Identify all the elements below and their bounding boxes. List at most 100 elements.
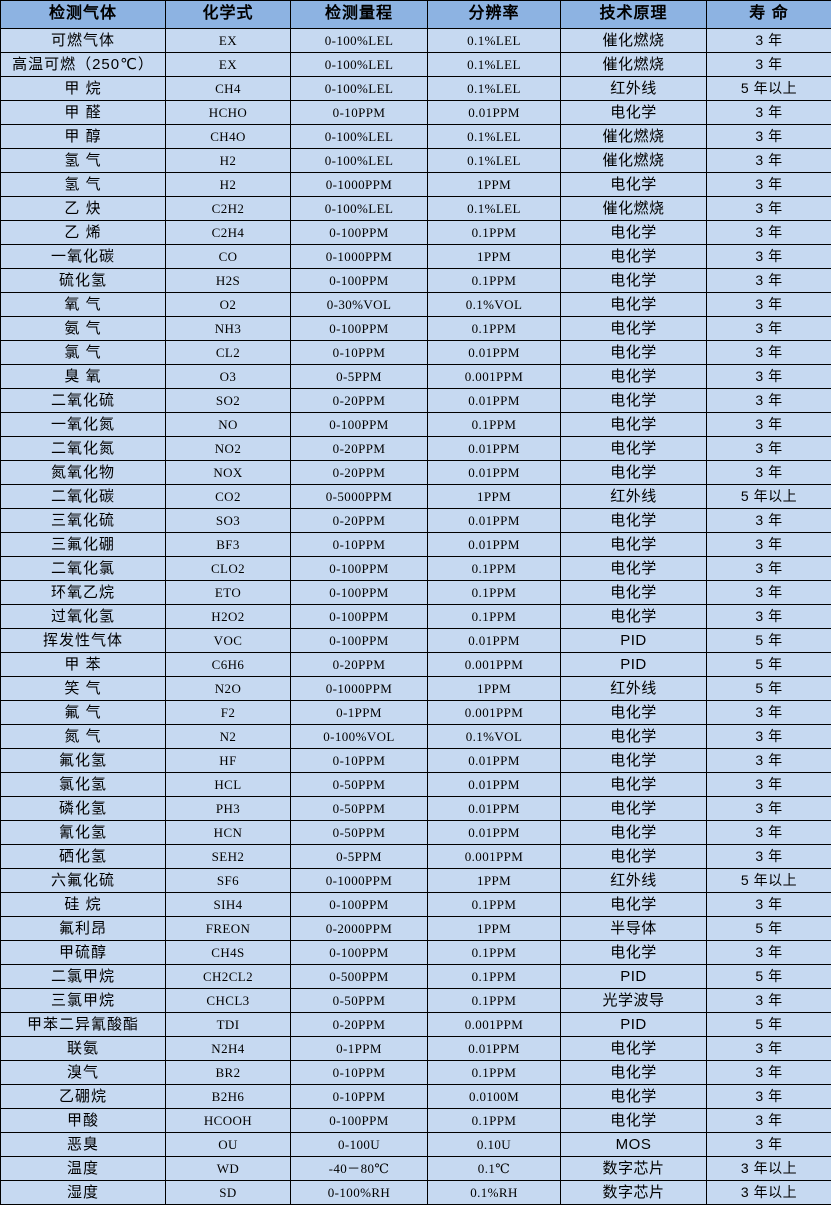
cell-range: 0-10PPM — [291, 533, 428, 557]
cell-tech: 电化学 — [561, 173, 707, 197]
cell-tech: 电化学 — [561, 341, 707, 365]
cell-tech: 电化学 — [561, 461, 707, 485]
cell-range: 0-1000PPM — [291, 245, 428, 269]
cell-tech: 电化学 — [561, 365, 707, 389]
cell-range: 0-20PPM — [291, 509, 428, 533]
cell-life: 3 年 — [707, 797, 831, 821]
cell-range: 0-5PPM — [291, 845, 428, 869]
cell-res: 0.10U — [428, 1133, 561, 1157]
cell-range: 0-10PPM — [291, 1085, 428, 1109]
cell-range: 0-20PPM — [291, 389, 428, 413]
cell-res: 0.1%RH — [428, 1181, 561, 1205]
cell-gas: 乙 烯 — [1, 221, 166, 245]
cell-gas: 硅 烷 — [1, 893, 166, 917]
cell-res: 0.0100M — [428, 1085, 561, 1109]
cell-gas: 三氧化硫 — [1, 509, 166, 533]
cell-range: 0-1000PPM — [291, 869, 428, 893]
cell-gas: 氮氧化物 — [1, 461, 166, 485]
cell-life: 3 年 — [707, 749, 831, 773]
cell-life: 3 年 — [707, 1109, 831, 1133]
cell-tech: MOS — [561, 1133, 707, 1157]
cell-res: 0.1PPM — [428, 1061, 561, 1085]
cell-res: 0.001PPM — [428, 845, 561, 869]
cell-formula: VOC — [166, 629, 291, 653]
cell-range: 0-100%RH — [291, 1181, 428, 1205]
cell-formula: NH3 — [166, 317, 291, 341]
cell-gas: 笑 气 — [1, 677, 166, 701]
cell-gas: 氢 气 — [1, 173, 166, 197]
cell-life: 5 年以上 — [707, 77, 831, 101]
cell-life: 3 年 — [707, 413, 831, 437]
cell-formula: H2 — [166, 149, 291, 173]
cell-life: 3 年 — [707, 1133, 831, 1157]
cell-tech: 数字芯片 — [561, 1157, 707, 1181]
cell-tech: 电化学 — [561, 773, 707, 797]
cell-life: 5 年以上 — [707, 485, 831, 509]
cell-res: 0.1PPM — [428, 965, 561, 989]
cell-res: 0.01PPM — [428, 773, 561, 797]
cell-life: 3 年以上 — [707, 1157, 831, 1181]
cell-res: 0.1PPM — [428, 581, 561, 605]
cell-gas: 甲 烷 — [1, 77, 166, 101]
cell-gas: 甲酸 — [1, 1109, 166, 1133]
cell-formula: H2 — [166, 173, 291, 197]
cell-formula: BF3 — [166, 533, 291, 557]
cell-tech: 红外线 — [561, 77, 707, 101]
cell-gas: 二氧化碳 — [1, 485, 166, 509]
cell-formula: CH2CL2 — [166, 965, 291, 989]
cell-res: 0.01PPM — [428, 749, 561, 773]
column-header-lifespan: 寿 命 — [707, 1, 831, 29]
cell-life: 3 年 — [707, 989, 831, 1013]
cell-range: 0-1000PPM — [291, 173, 428, 197]
cell-formula: ETO — [166, 581, 291, 605]
cell-res: 0.1%LEL — [428, 29, 561, 53]
cell-range: 0-100PPM — [291, 1109, 428, 1133]
column-header-formula: 化学式 — [166, 1, 291, 29]
cell-tech: 催化燃烧 — [561, 149, 707, 173]
cell-formula: CH4 — [166, 77, 291, 101]
table-header-row: 检测气体 化学式 检测量程 分辨率 技术原理 寿 命 — [1, 1, 831, 29]
cell-life: 5 年以上 — [707, 869, 831, 893]
cell-range: 0-50PPM — [291, 773, 428, 797]
cell-res: 1PPM — [428, 485, 561, 509]
cell-life: 3 年 — [707, 293, 831, 317]
cell-gas: 氮 气 — [1, 725, 166, 749]
cell-range: 0-5000PPM — [291, 485, 428, 509]
cell-formula: H2S — [166, 269, 291, 293]
cell-range: 0-100%LEL — [291, 125, 428, 149]
cell-range: 0-100PPM — [291, 221, 428, 245]
cell-life: 5 年 — [707, 653, 831, 677]
cell-res: 0.1PPM — [428, 941, 561, 965]
cell-range: 0-100PPM — [291, 413, 428, 437]
cell-life: 3 年 — [707, 557, 831, 581]
cell-gas: 甲 苯 — [1, 653, 166, 677]
cell-life: 3 年 — [707, 173, 831, 197]
cell-formula: HCN — [166, 821, 291, 845]
cell-life: 3 年 — [707, 461, 831, 485]
cell-res: 0.1%VOL — [428, 725, 561, 749]
cell-range: 0-100PPM — [291, 269, 428, 293]
cell-res: 0.01PPM — [428, 533, 561, 557]
cell-range: 0-100PPM — [291, 629, 428, 653]
cell-formula: HCL — [166, 773, 291, 797]
cell-gas: 氧 气 — [1, 293, 166, 317]
cell-tech: 电化学 — [561, 581, 707, 605]
cell-formula: N2O — [166, 677, 291, 701]
cell-res: 1PPM — [428, 173, 561, 197]
